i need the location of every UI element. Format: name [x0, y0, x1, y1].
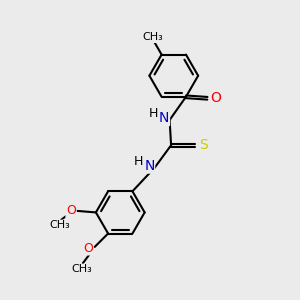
Text: CH₃: CH₃: [49, 220, 70, 230]
Text: O: O: [66, 204, 76, 218]
Text: O: O: [210, 91, 221, 105]
Text: O: O: [83, 242, 93, 255]
Text: H: H: [134, 154, 143, 167]
Text: N: N: [159, 112, 169, 125]
Text: N: N: [144, 159, 154, 173]
Text: S: S: [200, 138, 208, 152]
Text: H: H: [148, 107, 158, 120]
Text: CH₃: CH₃: [142, 32, 163, 43]
Text: CH₃: CH₃: [71, 264, 92, 274]
